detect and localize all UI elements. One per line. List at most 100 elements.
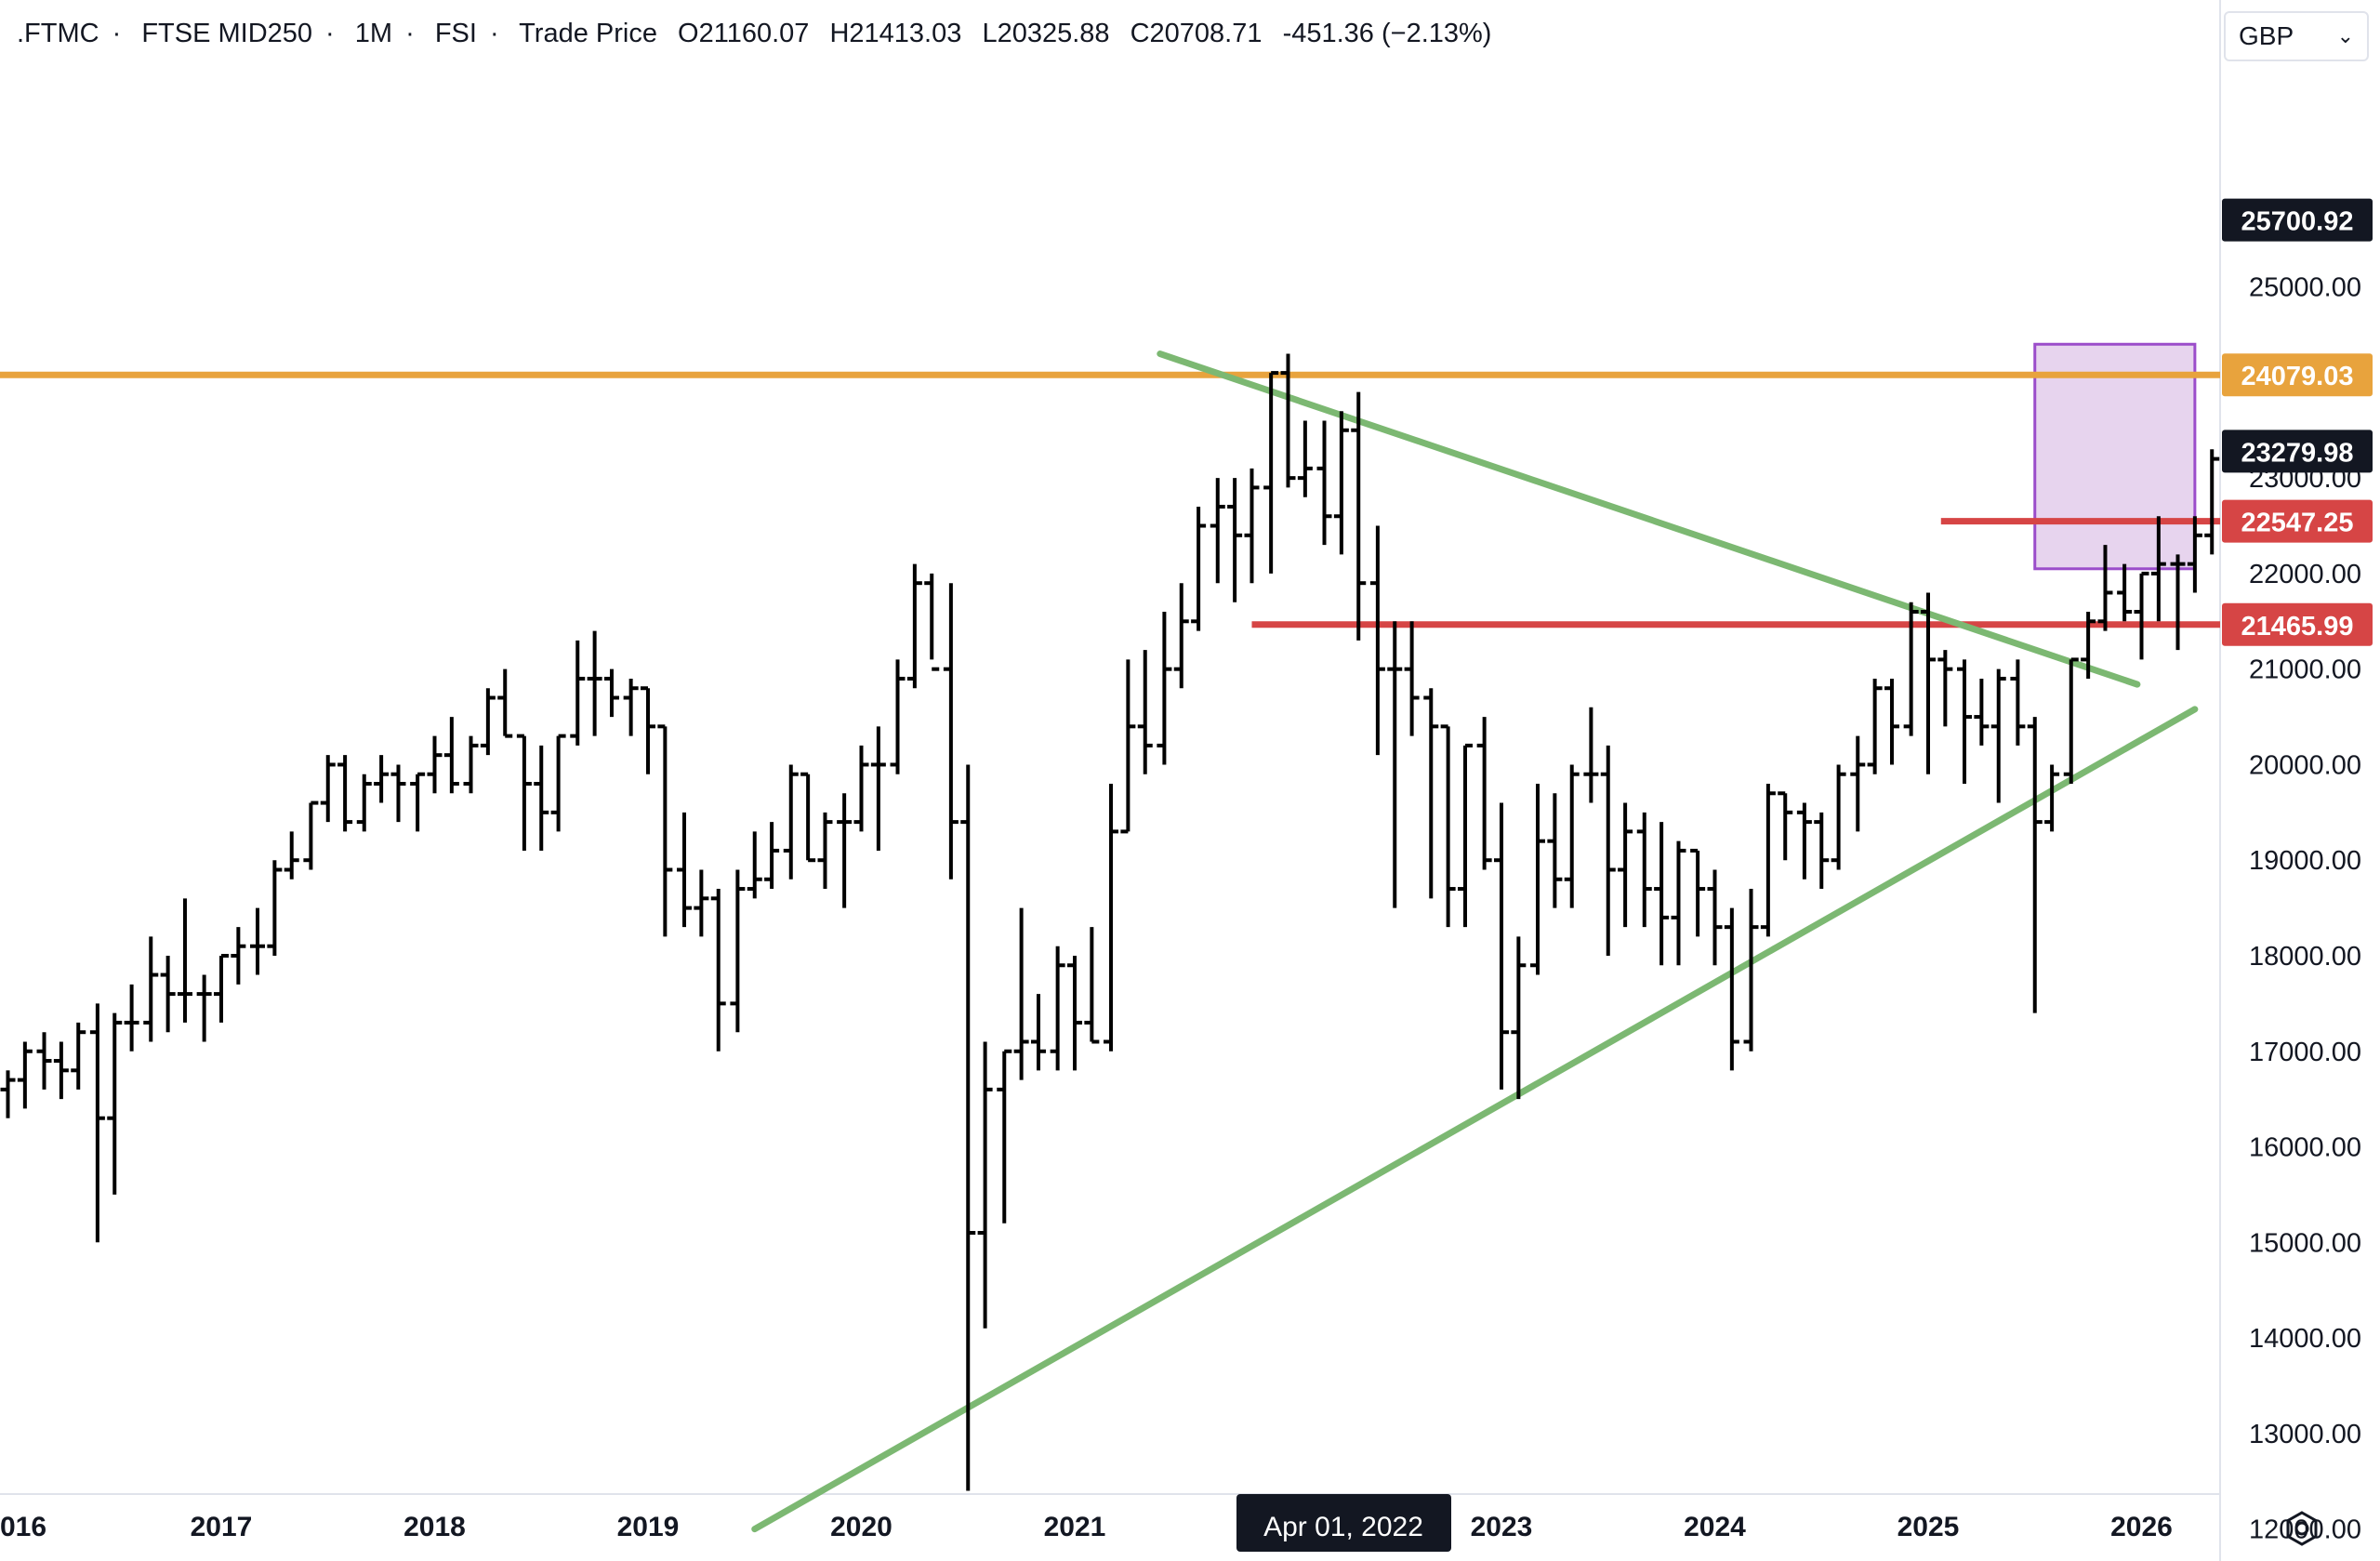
ohlc-bar xyxy=(1263,371,1279,574)
ohlc-bar xyxy=(1760,784,1776,937)
price-label-box xyxy=(2222,198,2373,242)
ohlc-bar xyxy=(1724,907,1739,1071)
ohlc-bar xyxy=(890,659,906,774)
ohlc-bar xyxy=(1850,735,1866,832)
ohlc-bar xyxy=(374,755,390,803)
ohlc-bar xyxy=(1210,478,1225,584)
price-label: 22547.25 xyxy=(2241,509,2354,538)
y-tick-label: 22000.00 xyxy=(2249,560,2361,589)
legend-close: C20708.71 xyxy=(1130,19,1263,48)
y-tick-label: 16000.00 xyxy=(2249,1133,2361,1163)
ohlc-bar xyxy=(516,734,532,851)
ohlc-bar xyxy=(1583,707,1599,803)
ohlc-bar xyxy=(641,686,655,774)
ohlc-bar xyxy=(906,563,922,689)
x-tick-label: 2023 xyxy=(1471,1512,1533,1542)
ohlc-bar xyxy=(1511,936,1527,1100)
ohlc-bar xyxy=(694,869,709,937)
ohlc-bar xyxy=(764,822,780,890)
ohlc-bar xyxy=(710,889,726,1052)
ohlc-bar xyxy=(1404,621,1420,736)
ohlc-bar xyxy=(497,668,513,738)
ohlc-bar xyxy=(1030,994,1046,1071)
ohlc-bar xyxy=(1494,802,1509,1090)
y-tick-label: 12000.00 xyxy=(2249,1515,2361,1545)
ohlc-bar xyxy=(356,774,372,832)
y-tick-label: 15000.00 xyxy=(2249,1228,2361,1258)
ohlc-bar xyxy=(320,755,336,823)
y-tick-label: 19000.00 xyxy=(2249,846,2361,876)
ohlc-bar xyxy=(960,764,976,1491)
legend-price-type: Trade Price xyxy=(519,19,657,48)
ohlc-bar xyxy=(1050,946,1065,1071)
ohlc-bar xyxy=(550,734,566,832)
ohlc-bar xyxy=(800,772,816,863)
y-tick-label: 21000.00 xyxy=(2249,655,2361,685)
ohlc-bar xyxy=(997,1049,1012,1224)
ohlc-bar xyxy=(587,630,602,736)
ohlc-bar xyxy=(17,1041,33,1109)
ohlc-bar xyxy=(603,668,619,718)
ohlc-bar xyxy=(534,745,549,851)
ohlc-bar xyxy=(1654,822,1670,966)
currency-label: GBP xyxy=(2239,21,2294,50)
ohlc-bar xyxy=(1297,420,1313,497)
ohlc-bar xyxy=(1618,802,1633,928)
ohlc-bar xyxy=(1884,678,1899,765)
ohlc-bar xyxy=(2187,516,2202,593)
ohlc-bar xyxy=(177,898,192,1023)
ohlc-bar xyxy=(977,1041,993,1329)
x-tick-label: 2017 xyxy=(191,1512,253,1542)
ohlc-bar xyxy=(1423,688,1439,899)
ohlc-bar xyxy=(1457,743,1473,928)
x-tick-label: 2026 xyxy=(2110,1512,2173,1542)
ohlc-bar xyxy=(870,726,886,851)
ohlc-bar xyxy=(2170,554,2186,651)
ohlc-bar xyxy=(1564,764,1580,908)
legend-open: O21160.07 xyxy=(678,19,810,48)
ohlc-bar xyxy=(1921,592,1936,774)
y-tick-label: 13000.00 xyxy=(2249,1420,2361,1449)
y-tick-label: 17000.00 xyxy=(2249,1038,2361,1067)
ohlc-bar xyxy=(443,717,459,794)
ohlc-bar xyxy=(2010,659,2026,746)
legend-interval: 1M xyxy=(354,19,393,48)
ohlc-bar xyxy=(943,583,959,880)
x-tick-label: 016 xyxy=(0,1512,46,1542)
x-tick-label: 2024 xyxy=(1684,1512,1746,1542)
ohlc-bar xyxy=(1191,506,1207,631)
currency-select[interactable]: GBP ⌄ xyxy=(2224,11,2369,61)
ohlc-bar xyxy=(1867,678,1883,774)
y-tick-label: 25000.00 xyxy=(2249,273,2361,303)
ohlc-bar xyxy=(303,800,319,870)
price-label-box xyxy=(2222,430,2373,473)
ohlc-bar xyxy=(1903,602,1919,736)
legend-high: H21413.03 xyxy=(829,19,962,48)
ohlc-bar xyxy=(2204,449,2220,555)
ohlc-bar xyxy=(1227,478,1243,602)
settings-icon[interactable] xyxy=(2286,1511,2318,1546)
legend-symbol: .FTMC xyxy=(17,19,99,48)
ohlc-bar xyxy=(2063,657,2079,785)
ohlc-bar xyxy=(1333,411,1349,555)
ohlc-bar xyxy=(853,745,869,832)
ohlc-bar xyxy=(0,1070,16,1118)
price-label: 23279.98 xyxy=(2241,438,2354,468)
ohlc-bar xyxy=(410,772,426,832)
chevron-down-icon: ⌄ xyxy=(2336,24,2354,47)
price-label: 25700.92 xyxy=(2241,207,2354,237)
ohlc-bar xyxy=(1173,583,1189,689)
ohlc-bar xyxy=(1778,791,1793,861)
ohlc-bar xyxy=(1351,391,1367,641)
ohlc-bar xyxy=(1104,784,1119,1052)
ohlc-bar xyxy=(1157,612,1172,765)
x-tick-label: 2020 xyxy=(830,1512,892,1542)
ohlc-bar xyxy=(2150,516,2166,622)
price-label-box xyxy=(2222,499,2373,543)
ohlc-bar xyxy=(1796,802,1812,880)
ohlc-bar xyxy=(677,812,693,928)
ohlc-bar xyxy=(2027,717,2043,1013)
ohlc-bar xyxy=(1707,869,1723,966)
ohlc-bar xyxy=(1814,812,1830,890)
